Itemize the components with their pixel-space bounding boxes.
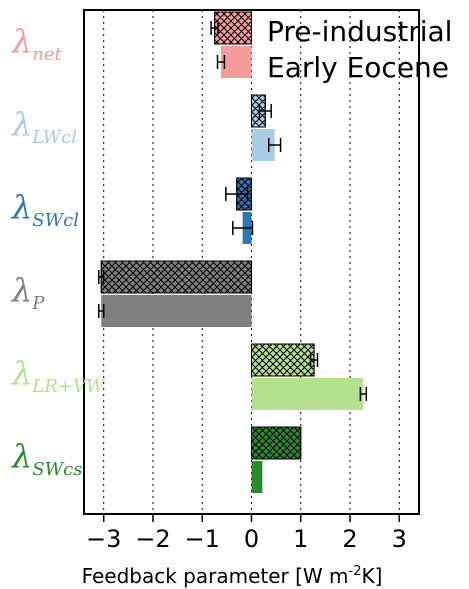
category-label: λP: [10, 271, 45, 314]
x-ticks: −3 −2 −1 0 1 2 3: [86, 514, 407, 553]
bar-hatch-p: [100, 260, 252, 294]
category-label: λLR+VW: [10, 354, 106, 397]
bar-hatch-swcs: [251, 426, 302, 460]
bars: [100, 11, 364, 493]
legend-entry-pre-industrial: Pre-industrial: [267, 15, 452, 48]
category-label: λSWcs: [10, 437, 82, 480]
x-tick-label: −3: [86, 525, 121, 553]
category-labels: λnet λLWcl λSWcl λP λLR+VW λSWcs: [10, 22, 106, 480]
x-tick-label: −2: [135, 525, 170, 553]
bar-net-eocene: [220, 46, 252, 78]
bar-lrvw-eocene: [251, 378, 364, 410]
x-tick-label: 0: [244, 525, 259, 553]
bar-swcs-eocene: [251, 461, 263, 493]
bar-hatch-net: [214, 11, 252, 45]
x-axis-label: Feedback parameter [W m-2K]: [82, 564, 383, 588]
x-tick-label: 3: [392, 525, 407, 553]
legend-entry-early-eocene: Early Eocene: [267, 51, 449, 84]
bar-hatch-lrvw: [251, 343, 315, 377]
bar-p-eocene: [101, 295, 252, 327]
category-label: λnet: [10, 22, 63, 65]
category-label: λLWcl: [10, 105, 77, 148]
x-tick-label: 1: [293, 525, 308, 553]
bar-lwcl-eocene: [251, 129, 275, 161]
x-tick-label: −1: [185, 525, 220, 553]
error-bars: [98, 21, 368, 401]
category-label: λSWcl: [10, 188, 79, 231]
x-tick-label: 2: [342, 525, 357, 553]
